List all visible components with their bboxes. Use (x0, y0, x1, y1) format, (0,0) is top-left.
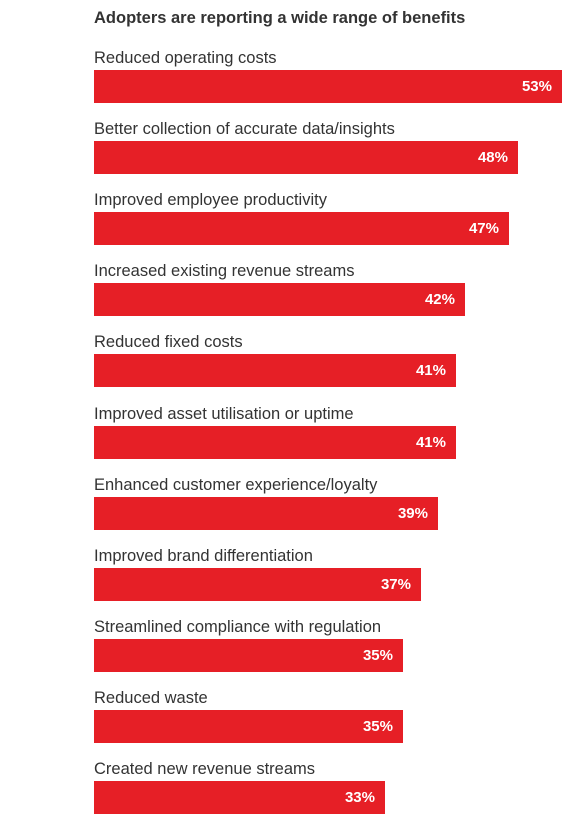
bar-value-label: 53% (521, 78, 552, 95)
bar-label: Reduced fixed costs (94, 333, 243, 352)
bar: 53% (94, 70, 562, 103)
bar-label: Created new revenue streams (94, 760, 316, 778)
bar-value-label: 39% (397, 504, 428, 522)
bar-value-label: 35% (362, 646, 393, 664)
bar: 39% (94, 496, 438, 530)
bar: 47% (94, 212, 509, 246)
bar-label: Reduced operating costs (94, 49, 277, 67)
bar-value-label: 33% (344, 789, 375, 806)
bar-label: Reduced waste (94, 688, 208, 707)
bar-value-label: 41% (415, 362, 446, 380)
bar: 33% (94, 781, 385, 814)
bar-value-label: 48% (477, 149, 508, 167)
bar-value-label: 41% (415, 433, 446, 451)
bar-label: Increased existing revenue streams (94, 262, 355, 281)
bar-label: Better collection of accurate data/insig… (94, 120, 395, 139)
bar-value-label: 47% (468, 220, 499, 238)
bar-label: Improved asset utilisation or uptime (94, 404, 354, 423)
bar-label: Improved brand differentiation (94, 546, 313, 565)
bar: 35% (94, 638, 403, 672)
bar: 42% (94, 283, 465, 317)
bar: 48% (94, 141, 518, 175)
bar: 37% (94, 567, 421, 601)
bar: 41% (94, 425, 456, 459)
bar-label: Enhanced customer experience/loyalty (94, 475, 378, 494)
bar-label: Improved employee productivity (94, 191, 327, 210)
bar-label: Streamlined compliance with regulation (94, 617, 382, 636)
bar-value-label: 35% (362, 717, 393, 735)
bar: 35% (94, 709, 403, 743)
bar-value-label: 37% (380, 575, 411, 593)
bar-value-label: 42% (424, 291, 455, 309)
chart-title: Adopters are reporting a wide range of b… (94, 9, 466, 27)
bar: 41% (94, 354, 456, 388)
